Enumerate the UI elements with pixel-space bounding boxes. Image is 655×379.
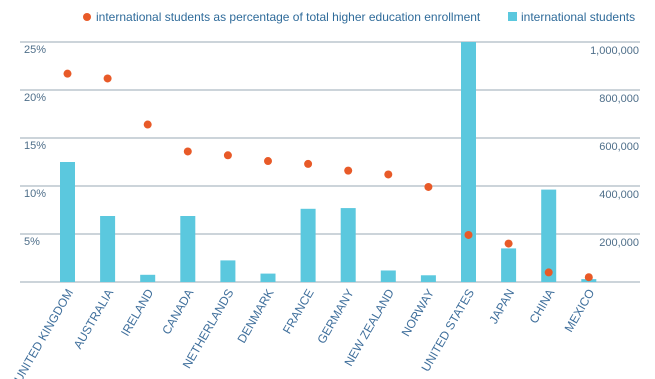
left-tick-label: 5% [24,236,40,248]
category-label: UNITED KINGDOM [11,287,76,379]
dot-point [304,159,313,168]
right-tick-label: 600,000 [599,141,639,153]
dot-point [223,151,232,160]
bar [461,42,476,282]
category-label: AUSTRALIA [71,287,116,352]
category-label: DENMARK [234,287,276,346]
left-tick-label: 15% [24,140,46,152]
category-label: NORWAY [399,287,437,339]
bar [541,189,557,282]
category-label: JAPAN [486,287,517,327]
left-tick-label: 10% [24,188,46,200]
bar [340,208,356,282]
right-tick-label: 400,000 [599,189,639,201]
gridlines [20,41,640,283]
right-tick-label: 200,000 [599,237,639,249]
bar [380,270,396,282]
dot-point [544,268,553,277]
legend-dot-label: international students as percentage of … [96,10,481,24]
category-label: CANADA [159,287,196,337]
category-label: GERMANY [314,287,356,347]
left-tick-label: 25% [24,44,46,56]
legend-bar-marker [508,12,517,21]
dot-series [63,69,593,282]
right-axis: 200,000 400,000 600,000 800,000 1,000,000 [590,45,639,249]
bar [300,208,316,282]
legend-bar-label: international students [521,10,635,24]
dot-point [464,230,473,239]
bar [260,273,276,282]
dot-point [264,157,272,166]
bar [60,162,75,282]
bar [140,274,156,282]
legend: international students as percentage of … [83,10,635,24]
bar [220,260,236,282]
bar [501,248,517,282]
bar [420,275,436,282]
dot-point [424,182,433,191]
category-label: MEXICO [562,287,598,335]
category-label: IRELAND [118,286,156,338]
dot-point [103,74,112,83]
dot-point [143,120,152,129]
bar-series [60,42,597,282]
left-tick-label: 20% [24,92,46,104]
left-axis: 5% 10% 15% 20% 25% [24,44,46,248]
category-label: FRANCE [280,287,317,337]
dot-point [63,69,72,78]
legend-dot-marker [83,13,91,21]
dot-point [344,166,353,175]
dot-point [584,273,593,282]
bar [100,216,116,282]
dot-point [183,147,192,156]
right-tick-label: 800,000 [599,93,639,105]
category-label: CHINA [527,287,558,326]
right-tick-label: 1,000,000 [590,45,639,57]
dot-point [504,239,513,248]
bar [180,216,196,282]
dot-point [384,170,393,179]
